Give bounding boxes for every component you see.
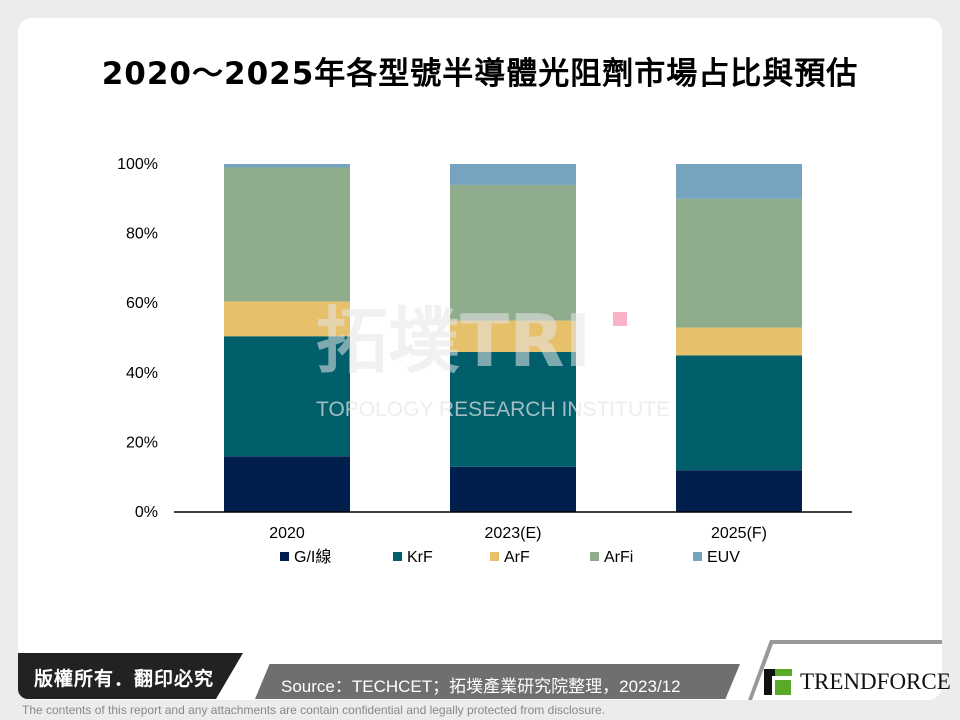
bar-segment-gi-1 <box>450 466 576 512</box>
watermark-sub: TOPOLOGY RESEARCH INSTITUTE <box>316 398 670 421</box>
disclaimer: The contents of this report and any atta… <box>22 703 605 717</box>
y-tick-label: 80% <box>126 226 158 243</box>
legend-label: ArF <box>504 549 530 566</box>
x-tick-label: 2020 <box>269 525 305 542</box>
bar-segment-arf-1 <box>450 320 576 352</box>
legend-label: G/I線 <box>294 548 331 566</box>
trendforce-logo <box>748 640 942 700</box>
bar-segment-arfi-0 <box>224 167 350 302</box>
bar-segment-gi-0 <box>224 456 350 512</box>
copyright-text: 版權所有．翻印必究 <box>34 668 215 690</box>
chart-title: 2020～2025年各型號半導體光阻劑市場占比與預估 <box>101 56 859 92</box>
copyright-banner: 版權所有．翻印必究 <box>18 653 243 699</box>
legend-label: KrF <box>407 549 433 566</box>
bar-segment-arf-0 <box>224 301 350 337</box>
trendforce-logo-text: TRENDFORCE <box>800 669 951 694</box>
bar-segment-krf-2 <box>676 355 802 471</box>
legend-swatch <box>280 552 289 561</box>
bar-segment-arf-2 <box>676 327 802 356</box>
legend-swatch <box>590 552 599 561</box>
bar-segment-euv-2 <box>676 164 802 199</box>
legend-label: EUV <box>707 549 740 566</box>
y-tick-label: 20% <box>126 434 158 451</box>
y-tick-label: 40% <box>126 365 158 382</box>
x-tick-label: 2023(E) <box>485 525 542 542</box>
y-tick-label: 0% <box>135 504 158 521</box>
y-tick-label: 60% <box>126 295 158 312</box>
bar-segment-euv-1 <box>450 164 576 185</box>
legend-label: ArFi <box>604 549 633 566</box>
watermark-dot <box>613 312 627 326</box>
bar-segment-arfi-1 <box>450 184 576 321</box>
legend-swatch <box>393 552 402 561</box>
bar-segment-krf-1 <box>450 351 576 467</box>
bar-segment-gi-2 <box>676 470 802 512</box>
legend-swatch <box>490 552 499 561</box>
source-text: Source：TECHCET；拓墣產業研究院整理，2023/12 <box>281 677 681 696</box>
bar-segment-euv-0 <box>224 164 350 168</box>
legend-swatch <box>693 552 702 561</box>
source-banner: Source：TECHCET；拓墣產業研究院整理，2023/12 <box>255 664 740 699</box>
watermark-main: 拓墣TRI <box>316 299 591 383</box>
y-tick-label: 100% <box>117 156 158 173</box>
bar-segment-krf-0 <box>224 336 350 457</box>
bar-segment-arfi-2 <box>676 198 802 328</box>
x-tick-label: 2025(F) <box>711 525 767 542</box>
